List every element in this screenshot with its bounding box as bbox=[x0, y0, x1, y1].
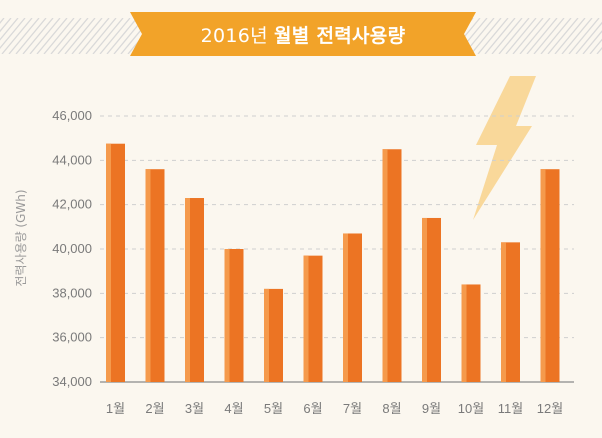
decorative-stripes-left bbox=[0, 18, 150, 54]
bar bbox=[343, 233, 362, 382]
x-tick-label: 4월 bbox=[224, 401, 243, 416]
y-tick-label: 40,000 bbox=[52, 241, 92, 256]
bar-highlight bbox=[185, 198, 190, 382]
bar-highlight bbox=[422, 217, 427, 382]
bar-highlight bbox=[382, 149, 388, 382]
bar bbox=[106, 143, 125, 382]
title-banner bbox=[130, 12, 476, 56]
x-tick-label: 6월 bbox=[303, 401, 322, 416]
y-axis-label: 전력사용량 (GWh) bbox=[14, 189, 28, 286]
x-tick-label: 9월 bbox=[422, 401, 441, 416]
y-tick-label: 42,000 bbox=[52, 197, 92, 212]
bar-highlight bbox=[224, 249, 230, 382]
bar bbox=[224, 249, 244, 382]
x-tick-label: 7월 bbox=[343, 401, 362, 416]
bar bbox=[382, 149, 402, 382]
bar bbox=[540, 169, 560, 382]
chart-title: 2016년 월별 전력사용량 bbox=[130, 12, 476, 56]
y-tick-label: 34,000 bbox=[52, 374, 92, 389]
x-tick-label: 2월 bbox=[145, 401, 164, 416]
y-tick-label: 38,000 bbox=[52, 285, 92, 300]
bar bbox=[264, 288, 283, 382]
bar-highlight bbox=[303, 255, 309, 382]
y-tick-label: 46,000 bbox=[52, 108, 92, 123]
bar bbox=[145, 169, 165, 382]
bar-highlight bbox=[540, 169, 546, 382]
x-tick-label: 11월 bbox=[498, 401, 523, 416]
y-tick-label: 36,000 bbox=[52, 330, 92, 345]
bar-highlight bbox=[501, 242, 506, 382]
bar bbox=[461, 284, 481, 382]
bar-highlight bbox=[106, 143, 111, 382]
x-tick-label: 12월 bbox=[537, 401, 563, 416]
x-tick-label: 5월 bbox=[264, 401, 283, 416]
bar bbox=[422, 217, 441, 382]
x-tick-label: 10월 bbox=[458, 401, 484, 416]
lightning-bolt-icon bbox=[473, 76, 536, 220]
bar bbox=[185, 198, 204, 382]
y-tick-label: 44,000 bbox=[52, 152, 92, 167]
x-tick-label: 3월 bbox=[185, 401, 204, 416]
bar-highlight bbox=[461, 284, 467, 382]
bar bbox=[303, 255, 323, 382]
title-main: 월별 전력사용량 bbox=[273, 24, 406, 47]
bar-highlight bbox=[343, 233, 348, 382]
bar-highlight bbox=[145, 169, 151, 382]
x-tick-label: 8월 bbox=[382, 401, 401, 416]
bar-highlight bbox=[264, 288, 269, 382]
x-tick-label: 1월 bbox=[106, 401, 125, 416]
bar bbox=[501, 242, 520, 382]
title-year: 2016년 bbox=[200, 24, 268, 47]
